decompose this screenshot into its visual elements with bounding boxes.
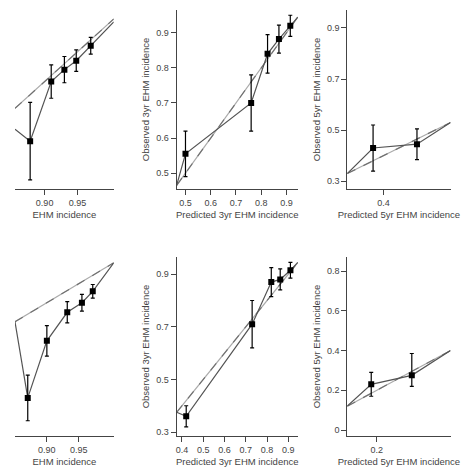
svg-text:0.8: 0.8 [261, 445, 274, 455]
svg-text:0.90: 0.90 [38, 445, 56, 455]
svg-text:0.4: 0.4 [176, 445, 189, 455]
svg-text:0.9: 0.9 [156, 28, 169, 38]
svg-text:0.6: 0.6 [327, 306, 340, 316]
svg-text:0.9: 0.9 [156, 269, 169, 279]
svg-text:0.9: 0.9 [327, 23, 340, 33]
svg-text:0.7: 0.7 [240, 445, 253, 455]
svg-text:0.3: 0.3 [327, 176, 340, 186]
svg-text:0.5: 0.5 [156, 168, 169, 178]
svg-text:0.8: 0.8 [255, 198, 268, 208]
svg-text:0.8: 0.8 [156, 63, 169, 73]
svg-text:Predicted 3yr EHM incidence: Predicted 3yr EHM incidence [176, 209, 299, 220]
svg-text:0.6: 0.6 [156, 133, 169, 143]
svg-text:0.5: 0.5 [156, 375, 169, 385]
svg-text:0.9: 0.9 [282, 445, 295, 455]
svg-text:0.90: 0.90 [36, 198, 54, 208]
svg-text:Predicted 3yr EHM incidence: Predicted 3yr EHM incidence [176, 456, 299, 467]
svg-text:0.7: 0.7 [230, 198, 243, 208]
svg-text:EHM incidence: EHM incidence [32, 209, 96, 220]
svg-text:0.7: 0.7 [327, 74, 340, 84]
svg-text:0.7: 0.7 [156, 322, 169, 332]
svg-text:0.9: 0.9 [280, 198, 293, 208]
svg-text:0.5: 0.5 [179, 198, 192, 208]
svg-text:0.8: 0.8 [327, 266, 340, 276]
svg-text:Predicted 5yr EHM incidence: Predicted 5yr EHM incidence [338, 456, 461, 467]
svg-text:EHM incidence: EHM incidence [32, 456, 96, 467]
svg-text:Observed 5yr EHM incidence: Observed 5yr EHM incidence [311, 38, 322, 162]
svg-text:0.5: 0.5 [327, 125, 340, 135]
svg-text:0.2: 0.2 [371, 445, 384, 455]
svg-text:0.2: 0.2 [327, 385, 340, 395]
svg-text:0.4: 0.4 [377, 198, 390, 208]
svg-text:0.95: 0.95 [70, 445, 88, 455]
svg-text:0.6: 0.6 [218, 445, 231, 455]
svg-text:0.3: 0.3 [156, 427, 169, 437]
svg-text:0.4: 0.4 [327, 346, 340, 356]
svg-text:0.7: 0.7 [156, 98, 169, 108]
svg-text:0.5: 0.5 [197, 445, 210, 455]
svg-text:0.6: 0.6 [204, 198, 217, 208]
svg-text:Observed 3yr EHM incidence: Observed 3yr EHM incidence [140, 38, 151, 162]
svg-text:0: 0 [334, 425, 339, 435]
svg-text:Observed 5yr EHM incidence: Observed 5yr EHM incidence [311, 285, 322, 409]
svg-text:Predicted 5yr EHM incidence: Predicted 5yr EHM incidence [338, 209, 461, 220]
svg-text:Observed 3yr EHM incidence: Observed 3yr EHM incidence [140, 285, 151, 409]
svg-text:0.95: 0.95 [69, 198, 87, 208]
